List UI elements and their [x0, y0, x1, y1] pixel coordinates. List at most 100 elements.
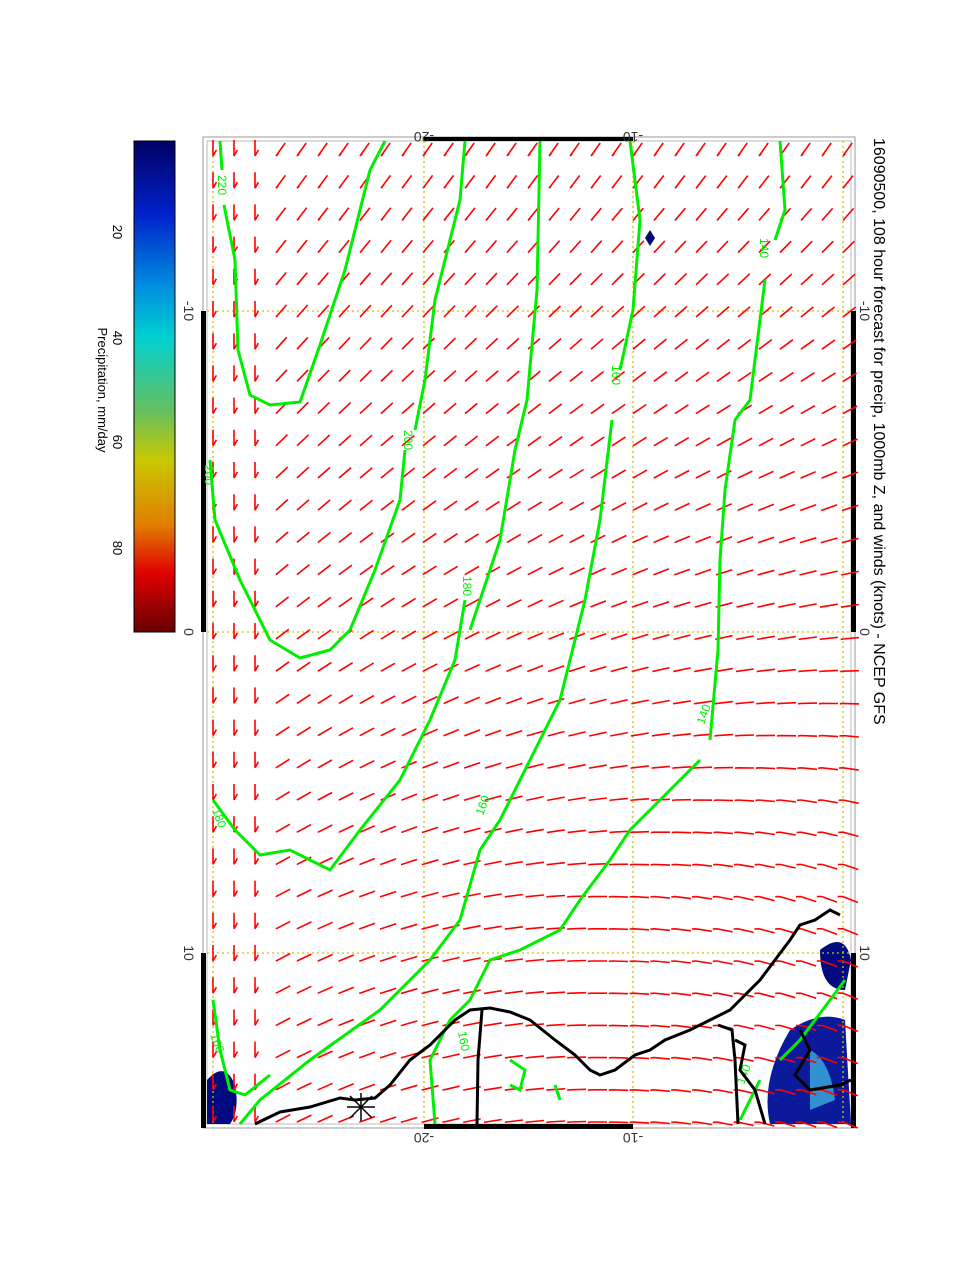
wind-barb — [275, 985, 291, 994]
wind-barb — [546, 1023, 566, 1027]
wind-barb — [506, 240, 519, 254]
wind-barb — [548, 370, 562, 383]
wind-barb — [233, 397, 239, 414]
wind-barb — [631, 666, 649, 673]
wind-barb — [758, 240, 771, 254]
graticule — [207, 141, 851, 1124]
wind-barb — [338, 564, 353, 576]
wind-barb — [233, 1009, 239, 1026]
wind-barb — [442, 1053, 460, 1059]
wind-barb — [567, 796, 586, 802]
wind-barb — [816, 960, 838, 968]
wind-barb — [837, 992, 859, 1000]
wind-barb — [611, 534, 627, 544]
wind-barb — [527, 337, 541, 350]
wind-barb — [526, 730, 544, 737]
wind-barb — [401, 272, 414, 286]
wind-barb — [589, 665, 607, 673]
wind-barb — [816, 1056, 838, 1064]
wind-barb — [590, 436, 605, 447]
wind-barb — [275, 888, 291, 898]
wind-barb — [317, 824, 333, 833]
wind-barb — [443, 500, 458, 511]
wind-barb — [777, 701, 797, 705]
wind-barb — [797, 767, 817, 771]
wind-barb — [526, 697, 544, 705]
wind-barb — [359, 239, 371, 254]
wind-barb — [525, 926, 544, 930]
wind-barb — [546, 894, 566, 898]
wind-barb — [796, 863, 817, 870]
wind-barb — [464, 565, 480, 576]
wind-barb — [630, 798, 650, 802]
wind-barb — [650, 960, 670, 964]
wind-barb — [798, 636, 817, 641]
wind-barb — [816, 1024, 838, 1032]
wind-barb — [590, 469, 606, 479]
wind-barb — [695, 404, 710, 415]
wind-barb — [400, 858, 418, 866]
contour-label: 180 — [460, 576, 474, 596]
wind-barb — [380, 174, 392, 189]
wind-barb — [338, 694, 354, 705]
wind-barb — [547, 796, 565, 802]
wind-barb — [779, 503, 796, 511]
wind-barb — [338, 954, 355, 962]
wind-barb — [338, 337, 351, 350]
wind-barb — [484, 762, 502, 769]
wind-barb — [567, 959, 587, 963]
wind-barb — [422, 304, 435, 318]
wind-barb — [712, 1056, 733, 1062]
wind-barb — [837, 895, 859, 904]
wind-barb — [464, 174, 476, 189]
wind-barb — [254, 816, 260, 833]
wind-barb — [611, 142, 622, 157]
wind-barb — [816, 1121, 838, 1129]
wind-barb — [400, 1116, 418, 1123]
wind-barb — [275, 1049, 291, 1059]
wind-barb — [821, 142, 832, 157]
wind-barb — [779, 306, 793, 318]
wind-barb — [652, 601, 670, 608]
wind-barb — [275, 174, 287, 189]
axis-label-left: 10 — [181, 945, 197, 961]
wind-barb — [652, 666, 670, 673]
wind-barb — [611, 240, 624, 254]
wind-barb — [505, 795, 523, 801]
wind-barb — [569, 567, 585, 576]
wind-barb — [504, 893, 524, 898]
wind-barb — [546, 861, 565, 866]
wind-barb — [800, 207, 813, 221]
wind-barb — [821, 471, 838, 479]
wind-barb — [547, 697, 565, 705]
wind-barb — [632, 567, 649, 576]
wind-barb — [527, 207, 539, 221]
wind-barb — [610, 699, 628, 705]
axis-label-left: 0 — [181, 628, 197, 636]
wind-barb — [546, 991, 566, 995]
contour-label: 160 — [473, 793, 493, 817]
wind-barb — [671, 992, 691, 996]
wind-barb — [483, 1022, 502, 1027]
wind-barb — [296, 693, 311, 705]
wind-barb — [758, 470, 774, 479]
wind-barb — [754, 928, 775, 934]
wind-barb — [254, 1106, 260, 1123]
wind-barb — [317, 889, 333, 898]
wind-barb — [674, 305, 688, 318]
wind-barb — [338, 662, 354, 672]
wind-barb — [821, 504, 838, 511]
wind-barb — [737, 175, 749, 189]
wind-barb — [233, 912, 239, 930]
wind-barb — [338, 1050, 355, 1059]
wind-barb — [733, 895, 754, 901]
wind-barb — [233, 1073, 239, 1091]
wind-barb — [359, 434, 373, 447]
wind-barb — [590, 632, 607, 640]
wind-barb — [254, 1041, 260, 1058]
wind-barb — [212, 655, 218, 672]
wind-barb — [443, 565, 459, 576]
wind-barb — [317, 596, 332, 608]
wind-barb — [841, 537, 859, 544]
wind-barb — [757, 569, 775, 576]
